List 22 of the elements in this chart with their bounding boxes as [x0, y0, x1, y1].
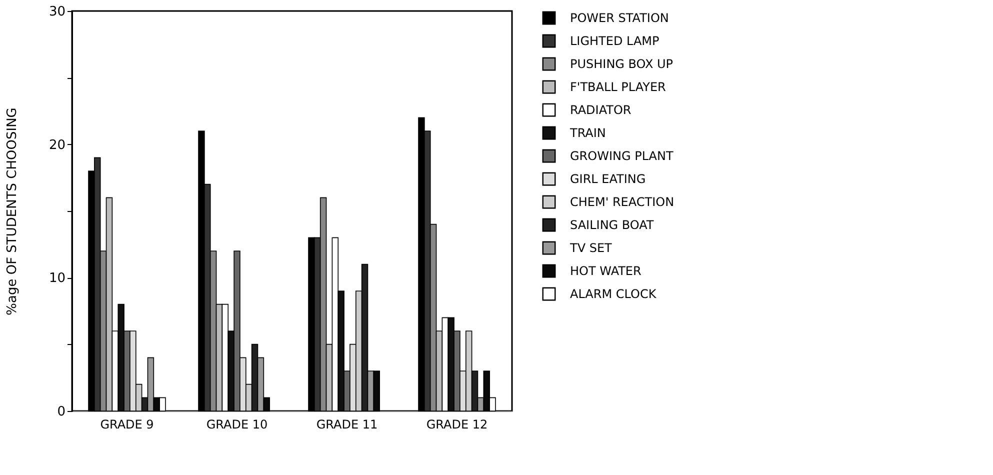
legend-label: ALARM CLOCK: [570, 287, 658, 301]
legend-label: POWER STATION: [570, 11, 669, 25]
legend-label: PUSHING BOX UP: [570, 57, 674, 71]
y-tick-label: 0: [57, 404, 66, 420]
legend-label: F'TBALL PLAYER: [570, 80, 666, 94]
x-tick-label: GRADE 9: [100, 418, 154, 432]
legend-label: CHEM' REACTION: [570, 195, 674, 209]
y-tick-label: 30: [48, 4, 66, 20]
y-tick-label: 20: [48, 138, 66, 153]
x-tick-label: GRADE 11: [316, 418, 378, 432]
y-tick-label: 10: [48, 271, 66, 286]
x-tick-label: GRADE 12: [426, 418, 488, 432]
legend-label: SAILING BOAT: [570, 218, 654, 232]
y-axis-title: %age OF STUDENTS CHOOSING: [4, 108, 20, 316]
legend-label: GROWING PLANT: [570, 149, 674, 163]
x-tick-label: GRADE 10: [206, 418, 268, 432]
legend-label: GIRL EATING: [570, 172, 646, 186]
legend-label: LIGHTED LAMP: [570, 34, 660, 48]
legend-label: TV SET: [569, 241, 613, 255]
legend-label: RADIATOR: [570, 103, 632, 117]
legend-label: TRAIN: [569, 126, 606, 140]
legend-label: HOT WATER: [570, 264, 642, 278]
